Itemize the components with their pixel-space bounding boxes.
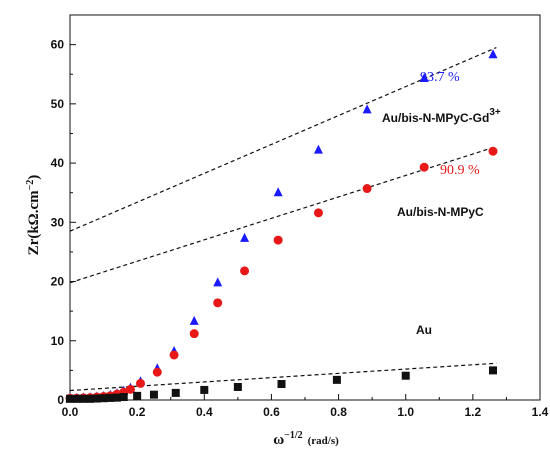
y-tick-label: 10 — [51, 334, 65, 348]
x-axis-title-unit: (rad/s) — [308, 435, 340, 447]
data-point-triangle — [213, 277, 223, 287]
data-point-square — [133, 391, 142, 400]
series-label-au: Au — [416, 323, 432, 337]
x-tick-label: 1.0 — [397, 405, 414, 419]
y-tick-label: 20 — [51, 275, 65, 289]
data-point-circle — [240, 266, 250, 276]
annotation-mpyc-percent: 90.9 % — [440, 163, 480, 178]
x-tick-label: 0.2 — [129, 405, 146, 419]
data-point-circle — [419, 162, 429, 172]
data-point-circle — [189, 329, 199, 339]
x-axis-title: ω−1/2 (rad/s) — [273, 430, 339, 448]
data-point-triangle — [362, 104, 372, 114]
y-axis-title-close: ) — [26, 175, 42, 180]
axes: 0.0 0.2 0.4 0.6 0.8 1.0 1.2 1.4 0 10 20 30 40 50 60 — [51, 38, 549, 419]
data-point-square — [171, 388, 180, 397]
data-point-circle — [169, 350, 179, 360]
data-point-triangle — [488, 49, 498, 59]
y-tick-label: 0 — [57, 393, 64, 407]
data-point-circle — [488, 146, 498, 156]
data-point-square — [489, 366, 497, 375]
data-point-square — [277, 380, 286, 389]
data-point-square — [92, 394, 101, 403]
x-tick-label: 1.2 — [465, 405, 482, 419]
y-tick-label: 60 — [51, 38, 65, 52]
data-point-circle — [273, 235, 283, 245]
data-point-square — [79, 394, 88, 403]
data-point-square — [99, 394, 108, 403]
data-point-circle — [213, 298, 223, 308]
data-point-triangle — [189, 315, 199, 325]
data-point-square — [233, 382, 242, 391]
data-point-square — [149, 390, 158, 399]
data-point-square — [72, 394, 81, 403]
data-point-triangle — [240, 232, 250, 242]
data-point-triangle — [313, 144, 323, 154]
data-point-square — [119, 393, 128, 402]
fit-lines — [69, 47, 497, 392]
y-tick-label: 40 — [51, 156, 65, 170]
data-point-square — [106, 393, 115, 402]
y-tick-label: 50 — [51, 97, 65, 111]
data-point-triangle — [273, 187, 283, 197]
x-tick-label: 0.0 — [62, 405, 79, 419]
data-point-circle — [152, 367, 162, 377]
x-tick-label: 0.4 — [196, 405, 213, 419]
data-point-square — [332, 375, 341, 384]
data-point-square — [200, 385, 209, 394]
y-tick-label: 30 — [51, 215, 65, 229]
annotation-gd-percent: 93.7 % — [420, 70, 460, 85]
x-tick-label: 1.4 — [532, 405, 549, 419]
data-point-square — [86, 394, 95, 403]
y-axis-title: Zr(kΩ.cm−2) — [25, 175, 42, 256]
data-point-triangle — [419, 72, 429, 82]
series-label-mpyc: Au/bis-N-MPyC — [397, 205, 484, 219]
y-axis-title-exponent: −2 — [25, 180, 36, 191]
data-point-circle — [313, 208, 323, 218]
data-point-square — [113, 393, 121, 402]
data-point-circle — [362, 184, 372, 194]
data-point-square — [66, 394, 74, 403]
x-axis-title-exponent: −1/2 — [284, 430, 302, 441]
x-tick-label: 0.8 — [330, 405, 347, 419]
data-point-circle — [125, 384, 135, 394]
data-markers — [65, 49, 498, 403]
series-label-gd-superscript: 3+ — [489, 107, 501, 118]
x-tick-label: 0.6 — [263, 405, 280, 419]
series-label-gd: Au/bis-N-MPyC-Gd3+ — [382, 107, 501, 125]
data-point-circle — [136, 378, 145, 388]
data-point-square — [401, 371, 410, 380]
